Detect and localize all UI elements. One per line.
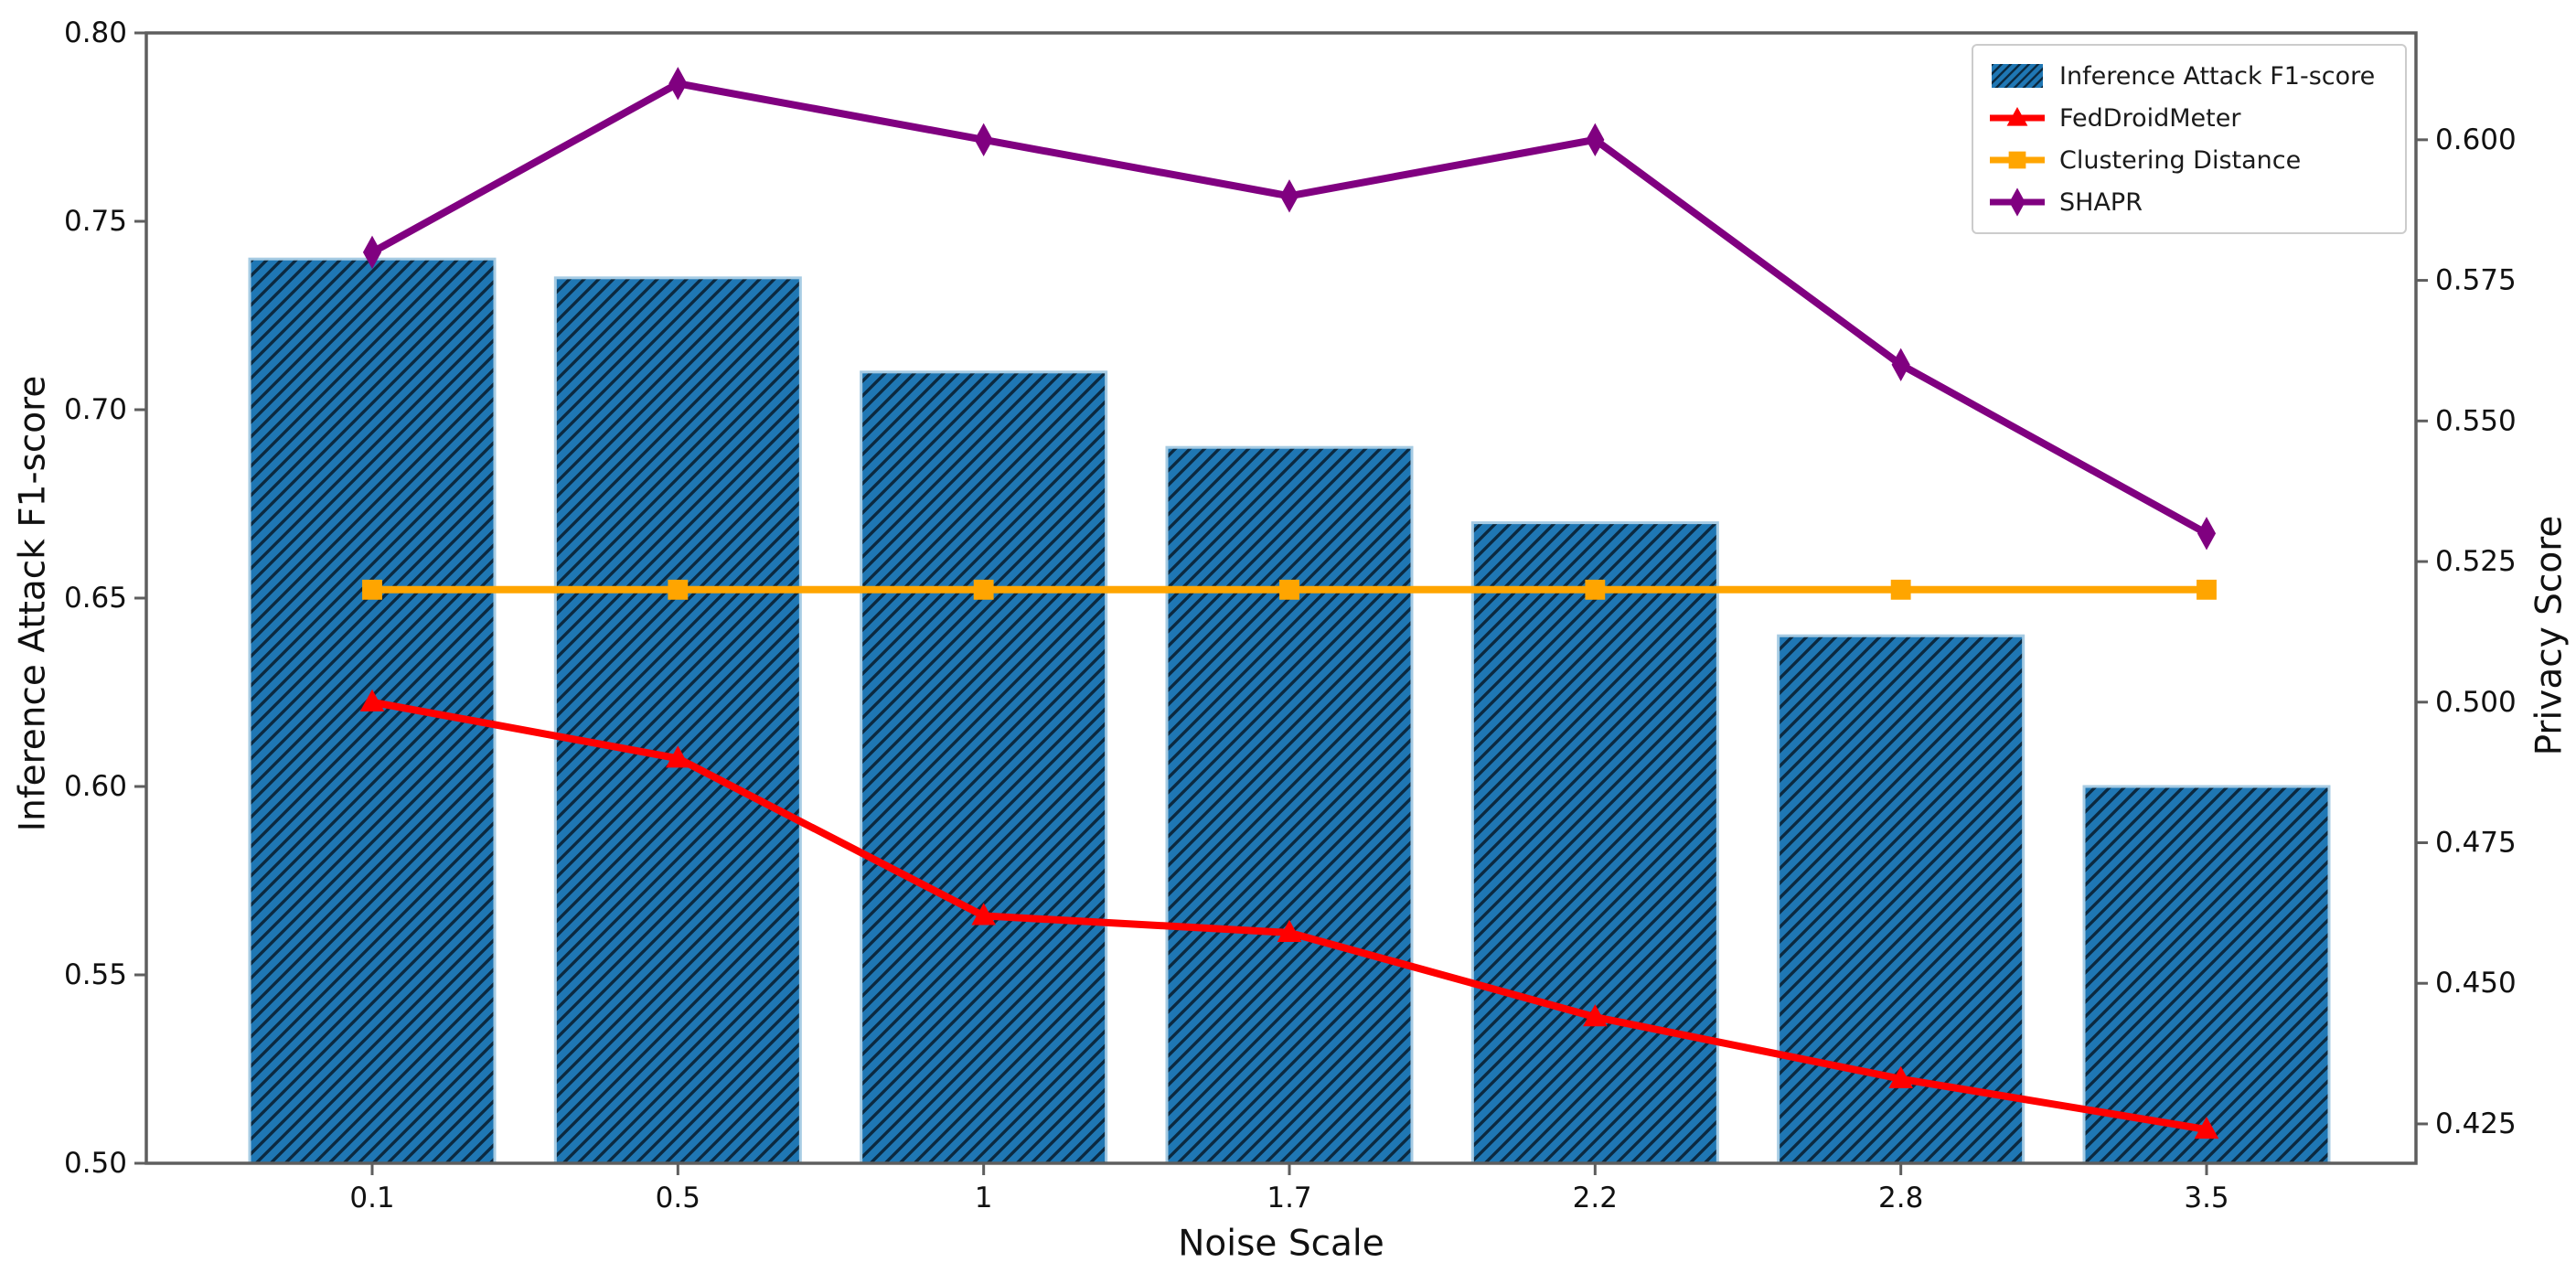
legend-item-label: FedDroidMeter: [2059, 103, 2241, 133]
left-y-tick-label: 0.50: [64, 1147, 127, 1180]
data-point-marker: [1277, 919, 1302, 942]
right-y-tick-label: 0.600: [2435, 123, 2517, 156]
legend-item-label: SHAPR: [2059, 187, 2143, 217]
data-point-marker: [1890, 579, 1911, 600]
data-point-marker: [666, 745, 690, 768]
data-point-marker: [2197, 579, 2217, 600]
left-y-tick-label: 0.65: [64, 582, 127, 615]
right-y-tick-label: 0.525: [2435, 545, 2517, 578]
data-point-marker: [1279, 579, 1299, 600]
data-point-marker: [2197, 517, 2217, 551]
data-point-marker: [974, 123, 993, 157]
bar-series: [248, 257, 2331, 1165]
x-tick-label: 0.1: [349, 1182, 394, 1214]
bar: [1165, 445, 1414, 1165]
data-point-marker: [973, 579, 994, 600]
legend: Inference Attack F1-score FedDroidMeter Cl…: [1972, 44, 2407, 234]
legend-item: Clustering Distance: [1988, 141, 2390, 179]
data-point-marker: [668, 579, 689, 600]
x-axis-title: Noise Scale: [1178, 1223, 1384, 1265]
data-point-marker: [1583, 1004, 1608, 1027]
bar: [860, 370, 1108, 1165]
data-point-marker: [1891, 348, 1910, 382]
data-point-marker: [1279, 179, 1299, 213]
legend-item-label: Inference Attack F1-score: [2059, 61, 2376, 91]
right-y-tick-label: 0.575: [2435, 264, 2517, 297]
x-tick-label: 3.5: [2184, 1182, 2229, 1214]
bar: [1470, 521, 1719, 1165]
data-point-marker: [1585, 579, 1606, 600]
data-point-marker: [362, 579, 382, 600]
x-tick-label: 2.2: [1573, 1182, 1618, 1214]
line-series-clustering-distance: [362, 579, 2217, 600]
right-y-axis-title: Privacy Score: [2528, 515, 2571, 756]
data-point-marker: [1586, 123, 1605, 157]
x-tick-label: 1: [975, 1182, 993, 1214]
left-y-tick-label: 0.55: [64, 958, 127, 991]
x-tick-label: 0.5: [656, 1182, 700, 1214]
left-y-tick-label: 0.60: [64, 770, 127, 803]
bar: [553, 276, 802, 1165]
right-y-tick-label: 0.550: [2435, 404, 2517, 437]
data-point-marker: [971, 903, 996, 925]
right-y-tick-label: 0.425: [2435, 1107, 2517, 1140]
data-point-marker: [668, 67, 688, 101]
right-y-tick-label: 0.500: [2435, 686, 2517, 719]
legend-item-label: Clustering Distance: [2059, 145, 2302, 175]
left-y-tick-label: 0.80: [64, 16, 127, 49]
left-y-axis-title: Inference Attack F1-score: [12, 375, 54, 832]
left-y-tick-label: 0.70: [64, 393, 127, 426]
x-tick-label: 2.8: [1878, 1182, 1923, 1214]
data-point-marker: [2194, 1117, 2219, 1139]
legend-swatch-square-icon: [1990, 151, 2045, 169]
legend-swatch-thin-diamond-icon: [1990, 187, 2045, 217]
data-point-marker: [362, 235, 382, 270]
data-point-marker: [1888, 1065, 1913, 1088]
legend-swatch-hatched-bar-icon: [1992, 64, 2043, 88]
bar: [2082, 785, 2331, 1165]
right-y-tick-label: 0.450: [2435, 967, 2517, 1000]
left-y-tick-label: 0.75: [64, 205, 127, 238]
legend-swatch-triangle-up-icon: [1990, 107, 2045, 126]
legend-item: SHAPR: [1988, 183, 2390, 221]
bar: [1777, 634, 2026, 1165]
x-tick-label: 1.7: [1267, 1182, 1311, 1214]
right-y-tick-label: 0.475: [2435, 826, 2517, 859]
legend-item: FedDroidMeter: [1988, 99, 2390, 137]
legend-item: Inference Attack F1-score: [1988, 57, 2390, 95]
axes-ticks: 0.80 0.75 0.70 0.65 0.60 0.55 0.50 0.600 0.575 0.…: [64, 16, 2517, 1214]
line-series-feddroidmeter: [359, 689, 2219, 1139]
data-point-marker: [359, 689, 385, 711]
